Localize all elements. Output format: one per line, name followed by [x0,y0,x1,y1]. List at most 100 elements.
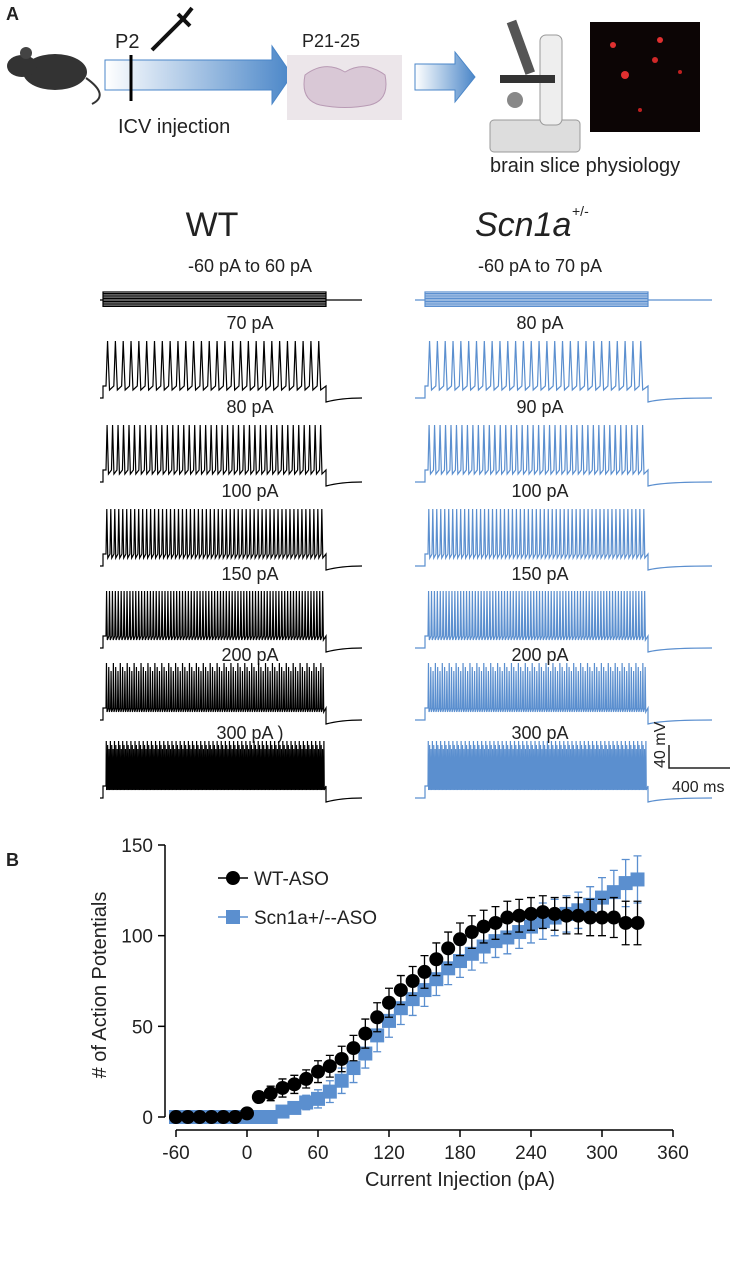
mouse-icon [7,47,101,105]
genotype-superscript: +/- [572,203,589,219]
data-point [358,1046,373,1061]
trace-label: 300 pA [511,723,568,743]
legend-marker [226,871,240,885]
data-point [630,872,645,887]
data-point [263,1110,278,1124]
data-point [299,1071,314,1086]
data-point [453,954,467,969]
data-point [334,1073,349,1088]
physiology-label: brain slice physiology [490,155,680,177]
legend-label: WT-ASO [254,869,329,890]
data-point [630,915,645,930]
data-point [618,915,633,930]
trace-label: 100 pA [511,481,568,501]
data-point [393,983,408,998]
data-point [606,910,621,925]
legend-label: Scn1a+/--ASO [254,908,377,929]
y-axis-label: # of Action Potentials [89,892,111,1079]
voltage-trace [100,291,362,307]
x-tick-label: 120 [373,1143,405,1164]
data-point [488,934,503,949]
data-point [287,1100,302,1115]
microscope-icon [489,19,581,153]
data-point [524,906,538,921]
data-point [547,906,562,921]
data-point [334,1051,349,1066]
data-point [476,919,491,934]
p2-label: P2 [115,31,139,53]
trace-label: 150 pA [511,564,568,584]
age-label: P21-25 [302,31,360,51]
data-point [405,974,420,988]
traces: -60 pA to 60 pA 70 pA 80 pA 100 pA 150 pA 200… [100,256,713,803]
data-point [346,1061,361,1076]
x-tick-label: 60 [307,1143,328,1164]
data-point [287,1077,302,1092]
x-tick-label: 180 [444,1143,476,1164]
voltage-trace [415,740,713,803]
data-point [559,908,574,923]
panel-label: A [6,4,19,24]
data-point [512,908,527,923]
y-tick-label: 100 [121,927,153,948]
data-point [583,910,598,925]
panel-label: B [6,850,19,870]
x-tick-label: 240 [515,1143,547,1164]
data-point [240,1106,254,1121]
data-point [464,925,479,940]
data-point [311,1091,325,1106]
trace-label: 100 pA [221,481,278,501]
data-point [346,1041,361,1056]
data-point [275,1080,290,1095]
data-point [488,915,503,930]
scale-bar [668,745,730,769]
voltage-trace [100,590,363,653]
x-axis-label: Current Injection (pA) [365,1169,555,1191]
voltage-trace [100,662,363,725]
voltage-trace [415,424,713,487]
data-point [606,885,621,900]
x-tick-label: 300 [586,1143,618,1164]
syringe-icon [150,6,194,52]
y-tick-label: 0 [142,1108,153,1129]
trace-label: 150 pA [221,564,278,584]
data-point [204,1110,219,1124]
brain-slice-image [287,55,402,120]
data-point [595,910,609,925]
voltage-trace [100,740,363,803]
data-point [417,983,432,998]
data-point [192,1110,207,1124]
voltage-trace [100,340,363,403]
plot: 0 50 100 150 -60 0 60 120 180 240 300 360 Current In… [89,836,689,1191]
data-point [251,1110,266,1124]
voltage-trace [415,291,712,307]
voltage-trace [100,508,363,571]
data-point [500,910,515,925]
data-point [370,1010,385,1025]
trace-label: 80 pA [516,313,563,333]
x-tick-label: 360 [657,1143,689,1164]
trace-label: 80 pA [226,397,273,417]
data-point [464,946,479,961]
y-tick-label: 150 [121,836,153,857]
data-point [441,941,456,956]
trace-label: 200 pA [221,645,278,665]
voltage-trace [415,508,713,571]
genotype-label: WT [186,206,239,244]
genotype-label: Scn1a [475,206,571,244]
data-point [417,964,432,979]
trace-label: 90 pA [516,397,563,417]
data-point [429,952,444,967]
scale-voltage: 40 mV [652,721,669,768]
data-point [595,890,609,905]
timeline-arrow [104,44,293,106]
data-point [263,1086,278,1101]
data-point [169,1110,183,1124]
x-tick-label: 0 [242,1143,253,1164]
y-tick-label: 50 [132,1017,153,1038]
scale-time: 400 ms [672,779,724,796]
data-point [382,995,396,1010]
data-point [322,1059,337,1074]
data-point [216,1110,231,1124]
